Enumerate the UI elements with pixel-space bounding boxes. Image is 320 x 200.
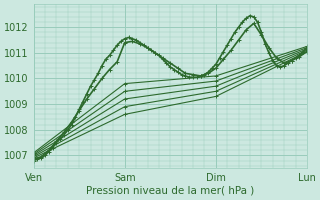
X-axis label: Pression niveau de la mer( hPa ): Pression niveau de la mer( hPa ): [86, 186, 254, 196]
